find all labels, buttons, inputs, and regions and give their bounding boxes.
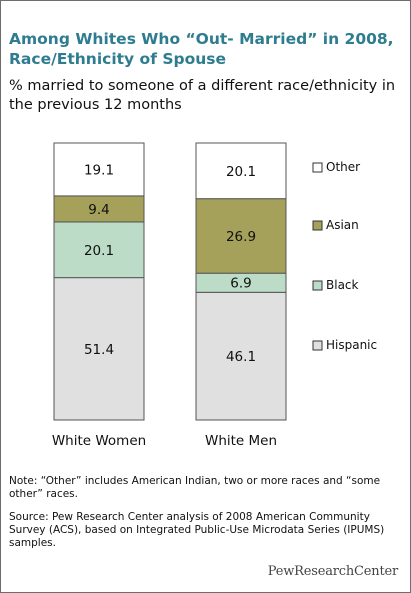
legend-swatch-asian bbox=[312, 220, 323, 231]
bar-segment-white-women-hispanic bbox=[53, 277, 145, 421]
data-label-white-men-other: 20.1 bbox=[226, 164, 256, 180]
data-label-white-women-other: 19.1 bbox=[84, 162, 114, 178]
data-label-white-men-black: 6.9 bbox=[230, 276, 251, 292]
chart-source: Source: Pew Research Center analysis of … bbox=[9, 511, 385, 549]
legend-label-black: Black bbox=[326, 278, 359, 292]
data-label-white-women-hispanic: 51.4 bbox=[84, 342, 114, 358]
legend-label-other: Other bbox=[326, 160, 360, 174]
data-label-white-men-asian: 26.9 bbox=[226, 229, 256, 245]
bar-segment-white-men-other bbox=[195, 142, 287, 200]
data-label-white-women-black: 20.1 bbox=[84, 243, 114, 259]
category-label-white-men: White Men bbox=[205, 433, 277, 449]
bar-segment-white-women-other bbox=[53, 142, 145, 197]
category-label-white-women: White Women bbox=[52, 433, 146, 449]
chart-title: Among Whites Who “Out- Married” in 2008,… bbox=[9, 30, 394, 68]
legend-swatch-hispanic bbox=[312, 340, 323, 351]
brand-logo: PewResearchCenter bbox=[267, 564, 398, 579]
stacked-bar-chart: 51.4 20.1 9.4 19.1 White Women 46.1 6.9 26.9 20.… bbox=[52, 142, 377, 449]
bar-segment-white-men-asian bbox=[195, 198, 287, 274]
bar-segment-white-men-hispanic bbox=[195, 291, 287, 421]
chart-note: Note: “Other” includes American Indian, … bbox=[9, 475, 381, 500]
legend-label-hispanic: Hispanic bbox=[326, 338, 377, 352]
data-label-white-women-asian: 9.4 bbox=[88, 202, 109, 218]
legend-label-asian: Asian bbox=[326, 218, 359, 232]
bar-segment-white-women-black bbox=[53, 221, 145, 279]
data-label-white-men-hispanic: 46.1 bbox=[226, 349, 256, 365]
legend-swatch-black bbox=[312, 280, 323, 291]
chart-subtitle: % married to someone of a different race… bbox=[9, 78, 396, 113]
legend-swatch-other bbox=[312, 162, 323, 173]
